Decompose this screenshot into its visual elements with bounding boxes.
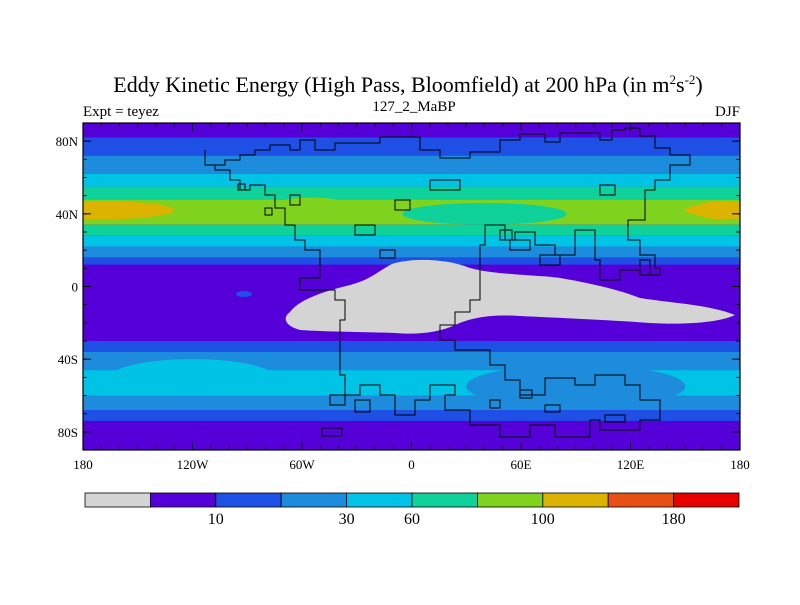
x-tick-label-0: 180 [73, 457, 93, 472]
field-max-asia-jet [402, 202, 567, 225]
x-tick-label-1: 120W [177, 457, 210, 472]
colorbar-box-9 [673, 492, 740, 508]
colorbar-box-0 [84, 492, 151, 508]
y-tick-label-2: 0 [72, 280, 79, 295]
field-maxima [83, 197, 740, 409]
field-band-1 [83, 137, 740, 156]
run-id-label: 127_2_MaBP [372, 99, 455, 115]
y-tick-label-0: 80N [56, 134, 79, 149]
map-axes: 180 120W 60W 0 60E 120E 180 80N 40N 0 40S 80S [56, 122, 750, 472]
title-main: Eddy Kinetic Energy (High Pass, Bloomfie… [113, 72, 669, 97]
missing-small-patch [236, 291, 252, 297]
field-band-3 [83, 173, 740, 187]
field-max-npacific-max [83, 201, 175, 220]
field-band-8 [83, 246, 740, 258]
colorbar-label-4: 180 [662, 511, 686, 528]
colorbar-box-2 [215, 492, 282, 508]
x-tick-label-4: 60E [511, 457, 532, 472]
y-tick-label-3: 40S [58, 352, 78, 367]
field-band-2 [83, 155, 740, 174]
colorbar-label-1: 30 [339, 511, 355, 528]
x-tick-label-6: 180 [730, 457, 750, 472]
title-close: ) [695, 72, 702, 97]
field-max-sh-storm-indian [466, 364, 686, 409]
field-max-natlantic-max [265, 197, 357, 220]
colorbar: 10 30 60 100 180 [84, 492, 740, 528]
field-band-11 [83, 341, 740, 352]
title-unit-base: s [676, 72, 685, 97]
chart-title: Eddy Kinetic Energy (High Pass, Bloomfie… [113, 72, 702, 97]
colorbar-box-8 [607, 492, 675, 508]
colorbar-box-1 [149, 492, 217, 508]
field-max-sh-storm-pacific [110, 359, 275, 396]
title-sup2: -2 [685, 72, 696, 87]
field-band-7 [83, 235, 740, 247]
map-panel [83, 123, 740, 450]
field-band-4 [83, 186, 740, 200]
pangaea-coastline [204, 127, 691, 438]
colorbar-label-3: 100 [531, 511, 555, 528]
colorbar-label-2: 60 [404, 511, 420, 528]
colorbar-box-6 [476, 492, 544, 508]
season-label: DJF [715, 104, 740, 120]
colorbar-box-7 [542, 492, 609, 508]
title-sup1: 2 [670, 72, 677, 87]
x-tick-label-2: 60W [289, 457, 315, 472]
field-band-6 [83, 224, 740, 236]
field-max-npacific-east-max [694, 201, 740, 220]
colorbar-box-5 [411, 492, 478, 508]
colorbar-box-3 [280, 492, 348, 508]
y-tick-label-4: 80S [58, 425, 78, 440]
colorbar-label-0: 10 [208, 511, 224, 528]
x-tick-label-3: 0 [408, 457, 415, 472]
colorbar-box-4 [346, 492, 413, 508]
tropical-missing-zone [285, 259, 735, 334]
experiment-label: Expt = teyez [83, 104, 159, 120]
x-tick-label-5: 120E [617, 457, 645, 472]
y-tick-label-1: 40N [56, 207, 79, 222]
